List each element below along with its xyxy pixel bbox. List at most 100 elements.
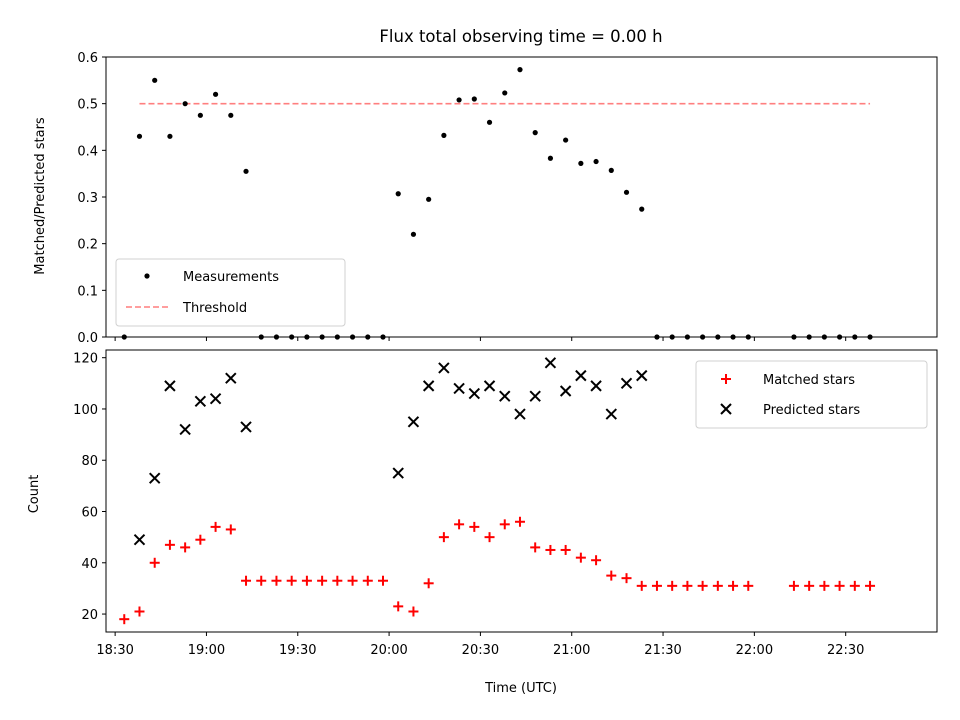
matched-star-point: [560, 544, 571, 555]
bottom-y-tick-label: 120: [73, 352, 98, 367]
matched-star-point: [286, 575, 297, 586]
measurement-point: [578, 160, 584, 166]
predicted-star-point: [453, 382, 465, 395]
legend-measurements-marker: [144, 273, 150, 279]
bottom-y-axis-label: Count: [27, 475, 42, 514]
x-tick-label: 19:00: [188, 643, 225, 658]
matched-star-point: [728, 580, 739, 591]
matched-star-point: [225, 524, 236, 535]
predicted-star-point: [392, 467, 404, 479]
measurement-point: [639, 206, 645, 212]
matched-star-point: [393, 601, 404, 612]
predicted-star-point: [148, 472, 161, 484]
x-tick-label: 19:30: [279, 643, 316, 658]
matched-star-point: [804, 580, 815, 591]
x-tick-label: 22:00: [736, 643, 773, 658]
top-y-axis-label: Matched/Predicted stars: [33, 117, 48, 275]
matched-star-point: [651, 580, 662, 591]
predicted-star-point: [240, 421, 252, 433]
matched-star-point: [119, 614, 130, 625]
predicted-star-point: [468, 387, 481, 400]
top-y-tick-label: 0.6: [77, 51, 98, 66]
matched-star-point: [697, 580, 708, 591]
measurement-point: [471, 96, 477, 102]
predicted-star-point: [407, 416, 420, 428]
x-tick-label: 20:00: [370, 643, 407, 658]
matched-star-point: [682, 580, 693, 591]
matched-star-point: [134, 606, 145, 617]
matched-star-point: [621, 573, 632, 584]
legend-measurements-label: Measurements: [183, 270, 279, 285]
top-legend: Measurements Threshold: [115, 258, 346, 327]
matched-star-point: [241, 575, 252, 586]
x-tick-label: 21:00: [553, 643, 590, 658]
predicted-star-point: [422, 380, 435, 392]
matched-star-point: [743, 580, 754, 591]
measurement-point: [136, 133, 143, 139]
predicted-star-point: [636, 369, 648, 382]
matched-star-point: [712, 580, 723, 591]
measurement-point: [532, 130, 538, 136]
measurement-point: [547, 155, 554, 161]
predicted-star-point: [194, 395, 207, 407]
legend-predicted-marker: [720, 403, 732, 415]
matched-star-point: [271, 575, 282, 586]
top-y-tick-label: 0.1: [77, 284, 98, 299]
measurement-point: [212, 91, 219, 97]
matched-star-point: [499, 519, 510, 530]
measurement-point: [395, 191, 401, 197]
legend-threshold-label: Threshold: [182, 301, 247, 316]
legend-matched-label: Matched stars: [763, 373, 855, 388]
bottom-axes-frame: [105, 349, 938, 633]
x-axis-label: Time (UTC): [484, 681, 557, 696]
matched-star-point: [149, 557, 160, 568]
predicted-star-point: [590, 380, 602, 392]
x-tick-label: 21:30: [644, 643, 681, 658]
matched-star-point: [865, 580, 876, 591]
matched-star-point: [819, 580, 830, 591]
matched-star-point: [164, 539, 175, 550]
measurement-point: [152, 77, 158, 83]
measurement-point: [608, 167, 614, 173]
matched-star-point: [347, 575, 358, 586]
bottom-y-tick-label: 20: [81, 608, 98, 623]
matched-star-point: [256, 575, 267, 586]
measurement-point: [563, 137, 569, 143]
measurement-point: [593, 158, 599, 165]
measurement-point: [456, 97, 462, 103]
matched-star-point: [834, 580, 845, 591]
measurement-point: [426, 196, 432, 202]
measurement-point: [441, 132, 447, 138]
measurement-point: [517, 67, 523, 73]
predicted-star-point: [133, 534, 146, 546]
bottom-legend: Matched stars Predicted stars: [695, 360, 928, 429]
predicted-star-point: [179, 423, 191, 436]
predicted-star-point: [209, 393, 222, 405]
x-tick-label: 18:30: [96, 643, 133, 658]
top-y-tick-label: 0.3: [77, 191, 98, 206]
predicted-star-point: [605, 408, 618, 420]
measurement-point: [623, 189, 630, 195]
matched-star-point: [849, 580, 860, 591]
matched-star-point: [408, 606, 419, 617]
predicted-star-point: [620, 377, 633, 390]
matched-star-point: [484, 532, 495, 543]
matched-star-point: [530, 542, 541, 553]
predicted-star-point: [514, 408, 526, 420]
matched-star-point: [469, 521, 480, 532]
matched-star-point: [667, 580, 678, 591]
matched-star-point: [423, 578, 434, 589]
matched-star-point: [606, 570, 617, 581]
bottom-y-tick-label: 60: [81, 506, 98, 521]
bottom-y-tick-label: 40: [81, 557, 98, 572]
matched-star-point: [454, 519, 465, 530]
chart-title: Flux total observing time = 0.00 h: [379, 27, 662, 46]
matched-star-point: [514, 516, 525, 527]
bottom-y-tick-label: 100: [73, 403, 98, 418]
matched-star-point: [378, 575, 388, 586]
x-tick-label: 22:30: [827, 643, 864, 658]
matched-star-point: [317, 575, 328, 586]
predicted-star-point: [559, 385, 572, 397]
predicted-star-point: [575, 369, 587, 382]
